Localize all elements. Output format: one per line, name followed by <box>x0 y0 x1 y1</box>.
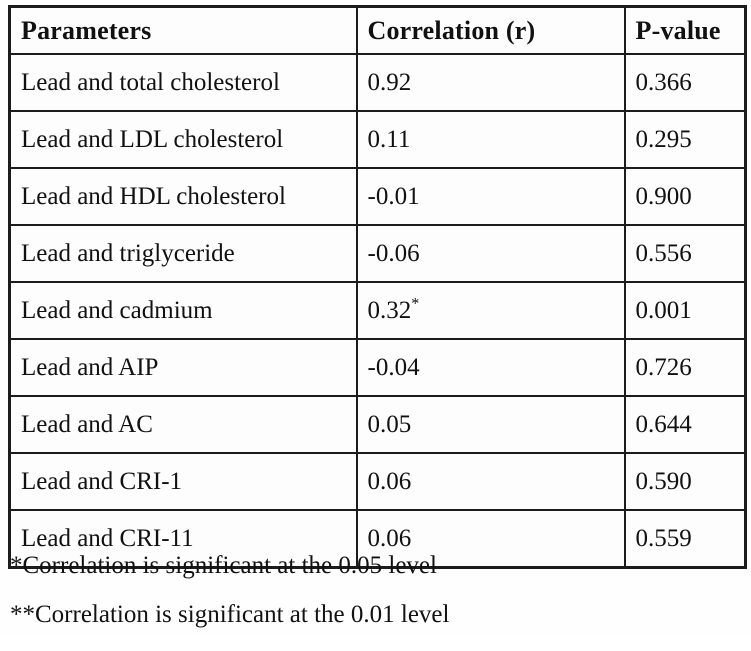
pvalue-cell: 0.726 <box>623 338 747 397</box>
param-cell: Lead and CRI-1 <box>8 452 358 511</box>
pvalue-cell: 0.590 <box>623 452 747 511</box>
paper-table-page: Parameters Correlation (r) P-value Lead … <box>8 5 747 627</box>
correlation-table: Parameters Correlation (r) P-value Lead … <box>8 5 747 569</box>
footnote-0.01-level: **Correlation is significant at the 0.01… <box>10 601 450 628</box>
param-cell: Lead and triglyceride <box>8 224 358 283</box>
header-correlation: Correlation (r) <box>355 5 626 55</box>
correlation-value: 0.06 <box>367 467 412 495</box>
correlation-cell: -0.01 <box>355 167 626 226</box>
pvalue-cell: 0.559 <box>623 509 747 569</box>
footnote-0.05-level: *Correlation is significant at the 0.05 … <box>10 552 437 579</box>
table-row: Lead and LDL cholesterol 0.11 0.295 <box>8 110 747 169</box>
table-row: Lead and AIP -0.04 0.726 <box>8 338 747 397</box>
correlation-value: -0.04 <box>367 353 420 381</box>
correlation-cell: -0.06 <box>355 224 626 283</box>
table-row: Lead and AC 0.05 0.644 <box>8 395 747 454</box>
correlation-value: 0.11 <box>367 125 411 153</box>
correlation-cell: 0.06 <box>355 452 626 511</box>
param-cell: Lead and AIP <box>8 338 358 397</box>
correlation-value: 0.06 <box>367 524 412 552</box>
table-row: Lead and CRI-1 0.06 0.590 <box>8 452 747 511</box>
param-cell: Lead and HDL cholesterol <box>8 167 358 226</box>
param-cell: Lead and total cholesterol <box>8 53 358 112</box>
param-cell: Lead and cadmium <box>8 281 358 340</box>
correlation-cell: -0.04 <box>355 338 626 397</box>
pvalue-cell: 0.644 <box>623 395 747 454</box>
pvalue-cell: 0.900 <box>623 167 747 226</box>
table-row: Lead and HDL cholesterol -0.01 0.900 <box>8 167 747 226</box>
param-cell: Lead and CRI-11 <box>8 509 358 569</box>
correlation-cell: 0.32* <box>355 281 626 340</box>
table-row: Lead and CRI-11 0.06 0.559 <box>8 509 747 569</box>
table-row: Lead and triglyceride -0.06 0.556 <box>8 224 747 283</box>
correlation-cell: 0.06 <box>355 509 626 569</box>
significance-marker: * <box>411 295 420 313</box>
pvalue-cell: 0.556 <box>623 224 747 283</box>
table-header-row: Parameters Correlation (r) P-value <box>8 5 747 55</box>
param-cell: Lead and AC <box>8 395 358 454</box>
correlation-value: 0.32 <box>367 296 412 324</box>
correlation-cell: 0.11 <box>355 110 626 169</box>
correlation-value: -0.06 <box>367 239 420 267</box>
correlation-cell: 0.05 <box>355 395 626 454</box>
table-row: Lead and total cholesterol 0.92 0.366 <box>8 53 747 112</box>
param-cell: Lead and LDL cholesterol <box>8 110 358 169</box>
table-footnotes: *Correlation is significant at the 0.05 … <box>10 553 449 651</box>
correlation-value: 0.92 <box>367 68 412 96</box>
pvalue-cell: 0.001 <box>623 281 747 340</box>
correlation-cell: 0.92 <box>355 53 626 112</box>
header-parameters: Parameters <box>8 5 358 55</box>
pvalue-cell: 0.295 <box>623 110 747 169</box>
pvalue-cell: 0.366 <box>623 53 747 112</box>
header-pvalue: P-value <box>623 5 747 55</box>
correlation-value: 0.05 <box>367 410 412 438</box>
table-row: Lead and cadmium 0.32* 0.001 <box>8 281 747 340</box>
correlation-value: -0.01 <box>367 182 420 210</box>
